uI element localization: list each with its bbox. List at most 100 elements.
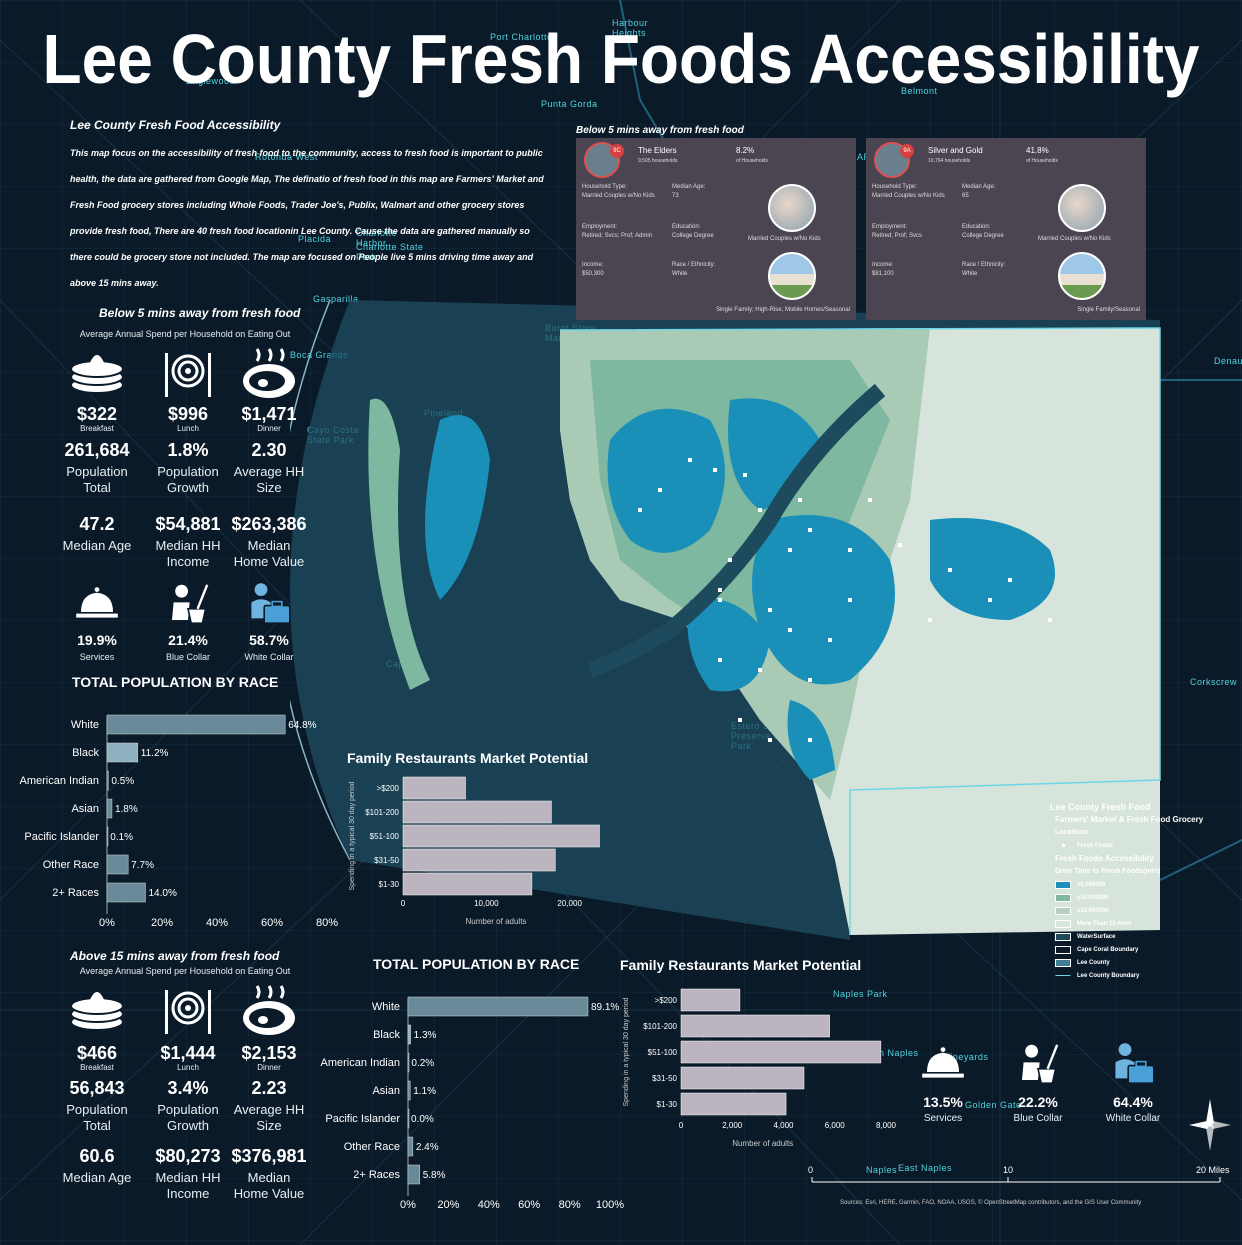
tapestry-field-value: Married Couples w/No Kids [582, 193, 655, 199]
tapestry-pct: 8.2% [736, 146, 755, 155]
stat-value: 1.8% [167, 440, 209, 460]
tapestry-field-label: Median Age: [672, 184, 706, 190]
fresh-food-point [848, 598, 852, 602]
race-value-label: 1.8% [115, 804, 138, 815]
briefcase-person-icon [1115, 1043, 1155, 1084]
place-label: Vineyards [944, 1052, 989, 1062]
fresh-food-point [788, 548, 792, 552]
race-bar [106, 854, 129, 875]
legend-class: ≤10.000000 [1055, 891, 1242, 904]
stat-label: Population Total [66, 464, 128, 495]
restaurant-category-label: >$200 [377, 784, 400, 793]
tapestry-field-value: 65 [962, 193, 969, 199]
scale-bar [811, 1177, 1221, 1183]
pancakes-icon [70, 992, 124, 1031]
intro-text: This map focus on the accessibility of f… [70, 148, 544, 288]
restaurant-bar [680, 1014, 830, 1038]
fresh-food-point [848, 548, 852, 552]
legend-layer1: Farmers' Market & Fresh Food Grocery [1055, 815, 1204, 824]
place-label: Corkscrew [1190, 677, 1238, 687]
place-label: East Naples [898, 1163, 953, 1173]
race-bar [407, 1024, 411, 1045]
employment-label: White Collar [244, 652, 294, 662]
fresh-food-point [688, 458, 692, 462]
restaurant-bar [680, 988, 741, 1012]
spend-value: $466 [76, 1043, 118, 1063]
tapestry-field-value: College Degree [962, 233, 1004, 239]
restaurant-chart-title: Family Restaurants Market Potential [620, 957, 862, 973]
legend-class-label: Cape Coral Boundary [1077, 946, 1139, 953]
race-bar [106, 798, 113, 819]
legend-swatch [1055, 893, 1071, 902]
fresh-food-point [758, 668, 762, 672]
tapestry-code: 9A [900, 144, 914, 158]
service-bell-icon [922, 1047, 964, 1078]
restaurant-x-tick: 2,000 [722, 1121, 743, 1130]
race-bar [407, 1080, 411, 1101]
pine-island [425, 415, 490, 600]
tapestry-name: The Elders [638, 146, 677, 155]
fresh-food-point [868, 498, 872, 502]
spend-label: Lunch [177, 424, 199, 433]
tapestry-field-label: Education: [672, 224, 701, 230]
place-label: Englewood [186, 76, 236, 86]
race-value-label: 1.1% [413, 1086, 436, 1097]
north-arrow-icon [1189, 1099, 1231, 1151]
employment-label: Services [923, 1113, 963, 1124]
spend-label: Dinner [257, 424, 281, 433]
race-x-tick: 80% [559, 1199, 581, 1210]
scale-tick-10: 10 [1003, 1165, 1014, 1175]
tapestry-field-label: Employment: [872, 224, 908, 230]
tapestry-field-value: Retired; Prof; Svcs [872, 233, 923, 239]
race-value-label: 89.1% [591, 1002, 619, 1013]
restaurant-category-label: >$200 [655, 996, 678, 1005]
tapestry-card: 9A Silver and Gold 10,764 households 41.8% o… [866, 138, 1146, 320]
tapestry-field-value: $50,300 [582, 271, 604, 277]
spend-value: $322 [76, 404, 118, 424]
steak-icon [243, 348, 295, 398]
legend-layer1b: Locations [1055, 829, 1089, 836]
race-bar [106, 882, 146, 903]
race-x-tick: 0% [400, 1199, 416, 1210]
tapestry-pct-label: of Households [736, 158, 768, 164]
race-value-label: 1.3% [414, 1030, 437, 1041]
below5-heading: Below 5 mins away from fresh food [99, 306, 301, 320]
tapestry-households: 9,505 households [638, 158, 678, 164]
stat-label: Median HH Income [155, 1170, 221, 1201]
fresh-food-point [713, 468, 717, 472]
restaurant-x-tick: 6,000 [825, 1121, 846, 1130]
spend-value: $996 [167, 404, 209, 424]
restaurant-bar [402, 872, 533, 896]
fresh-food-point [638, 508, 642, 512]
restaurant-bar-chart: >$200 $101-200 $51-100 $31-50 $1-30 0 2,000 4,0… [623, 988, 897, 1148]
race-category-label: Pacific Islander [24, 831, 99, 843]
steak-icon [243, 985, 295, 1035]
fresh-food-point [898, 543, 902, 547]
fresh-food-point [988, 598, 992, 602]
house-photo-icon [768, 252, 816, 300]
briefcase-person-icon [251, 583, 291, 624]
legend-class-label: ≤15.000000 [1077, 907, 1109, 914]
legend-swatch [1055, 972, 1071, 976]
restaurant-x-tick: 4,000 [773, 1121, 794, 1130]
spend-label: Breakfast [80, 1063, 114, 1072]
legend-layer2b: Drive Time to Fresh Foods(min) [1055, 868, 1161, 875]
fork-plate-knife-icon [165, 353, 211, 397]
restaurant-category-label: $101-200 [365, 808, 399, 817]
stat-value: $54,881 [155, 514, 221, 534]
race-value-label: 0.1% [110, 832, 133, 843]
restaurant-category-label: $31-50 [374, 856, 399, 865]
restaurant-chart-title: Family Restaurants Market Potential [347, 750, 589, 766]
lee-county-map[interactable] [290, 300, 1170, 950]
race-x-tick: 0% [99, 917, 115, 929]
fresh-food-point [1048, 618, 1052, 622]
place-label: North Naples [860, 1048, 919, 1058]
tapestry-field-label: Household Type: [872, 184, 917, 190]
fork-plate-knife-icon [165, 990, 211, 1034]
race-category-label: White [372, 1001, 400, 1013]
place-label: Denaud [1214, 356, 1242, 366]
fresh-food-point [718, 598, 722, 602]
fresh-food-point [928, 618, 932, 622]
page-title: Lee County Fresh Foods Accessibility [42, 20, 1200, 98]
tapestry-field-value: Married Couples w/No Kids [872, 193, 945, 199]
